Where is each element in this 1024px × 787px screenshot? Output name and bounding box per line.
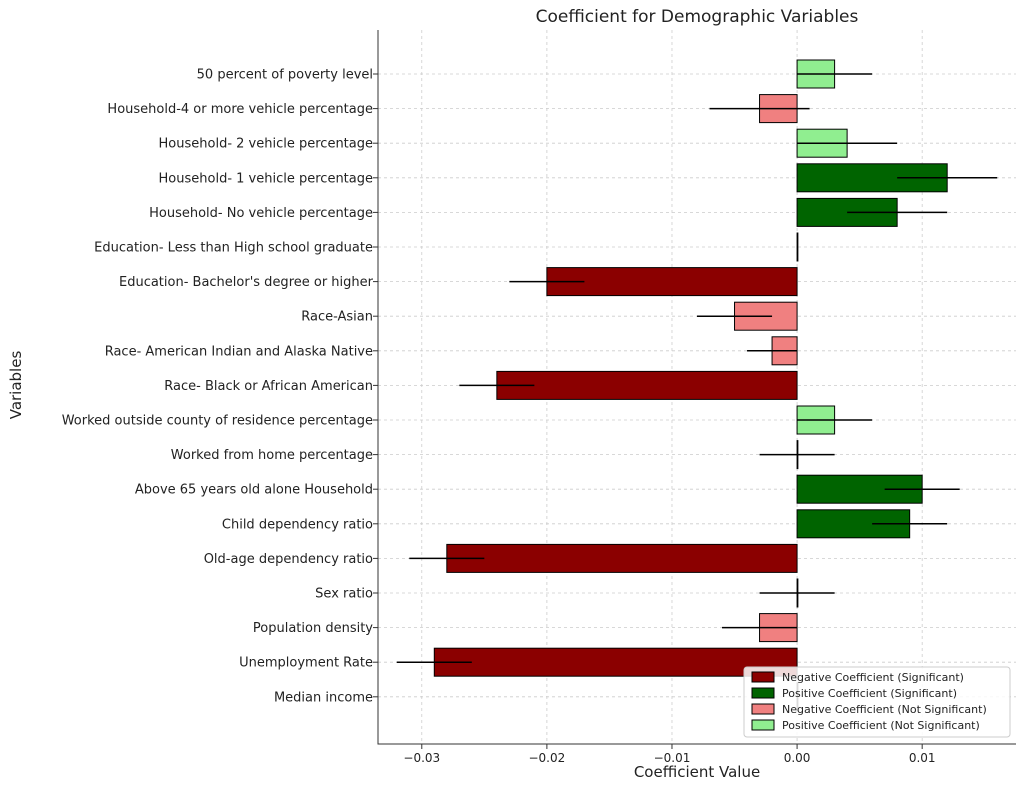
category-label-layer: 50 percent of poverty level Household-4 o… — [62, 68, 374, 706]
category-label: Household- 1 vehicle percentage — [159, 171, 373, 186]
category-label: Sex ratio — [315, 587, 373, 602]
legend-label: Negative Coefficient (Significant) — [782, 671, 964, 684]
category-label: Child dependency ratio — [222, 517, 373, 532]
category-label: Household- 2 vehicle percentage — [159, 137, 373, 152]
bar — [446, 543, 798, 573]
x-tick-label: −0.02 — [528, 751, 565, 765]
category-label: Worked from home percentage — [171, 448, 373, 463]
category-label: Household- No vehicle percentage — [149, 206, 373, 221]
legend: Negative Coefficient (Significant) Positi… — [743, 666, 1011, 738]
axis-spine — [377, 30, 1016, 745]
category-label: Household-4 or more vehicle percentage — [107, 102, 373, 117]
x-tick-label: −0.03 — [403, 751, 440, 765]
legend-swatch — [751, 687, 775, 699]
chart-title: Coefficient for Demographic Variables — [536, 7, 859, 27]
legend-label: Negative Coefficient (Not Significant) — [782, 703, 987, 716]
legend-swatch — [751, 703, 775, 715]
x-tick-label: 0.01 — [909, 751, 936, 765]
category-label: Race-Asian — [301, 310, 373, 325]
legend-label: Positive Coefficient (Not Significant) — [782, 719, 980, 732]
legend-box — [743, 666, 1011, 738]
category-label: Population density — [253, 621, 373, 636]
category-label: Above 65 years old alone Household — [135, 483, 373, 498]
tick-label-layer: −0.03 −0.02 −0.01 0.00 0.01 — [403, 751, 935, 765]
axis-layer — [377, 30, 1016, 745]
category-label: Worked outside county of residence perce… — [62, 414, 373, 429]
legend-label: Positive Coefficient (Significant) — [782, 687, 957, 700]
category-label: 50 percent of poverty level — [197, 68, 373, 83]
category-label: Old-age dependency ratio — [204, 552, 373, 567]
category-label: Education- Less than High school graduat… — [94, 241, 373, 256]
category-label: Race- Black or African American — [164, 379, 373, 394]
x-tick-label: 0.00 — [784, 751, 811, 765]
bar — [496, 370, 798, 400]
category-label: Median income — [274, 690, 373, 705]
bar-layer — [433, 59, 948, 712]
bar — [433, 647, 798, 677]
category-label: Unemployment Rate — [239, 656, 373, 671]
category-label: Education- Bachelor's degree or higher — [119, 275, 374, 290]
category-label: Race- American Indian and Alaska Native — [105, 344, 373, 359]
legend-swatch — [751, 719, 775, 731]
x-axis-label: Coefficient Value — [634, 763, 760, 781]
y-axis-label: Variables — [7, 351, 25, 420]
error-bar-layer — [396, 73, 998, 663]
x-tick-label: −0.01 — [654, 751, 691, 765]
bar — [796, 232, 799, 262]
legend-swatch — [751, 671, 775, 683]
